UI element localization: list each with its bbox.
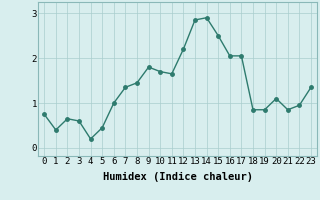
X-axis label: Humidex (Indice chaleur): Humidex (Indice chaleur): [103, 172, 252, 182]
